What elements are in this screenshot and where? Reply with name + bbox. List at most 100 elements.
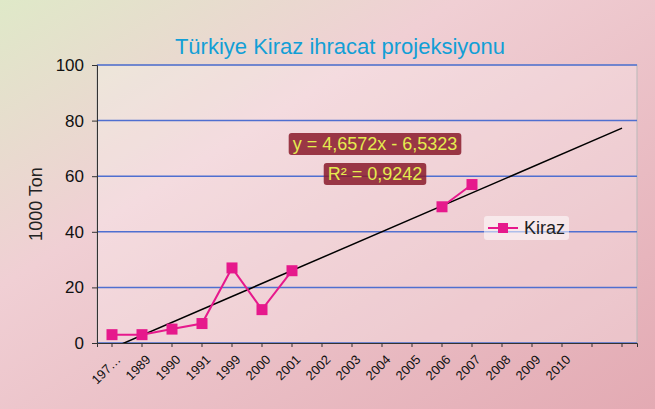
annotation: R² = 0,9242 <box>328 164 423 184</box>
x-tick-mark <box>472 343 473 347</box>
x-axis-line <box>98 344 638 348</box>
y-tick-label: 40 <box>65 223 84 242</box>
y-tick-mark <box>92 121 97 122</box>
x-tick: 2008 <box>483 343 514 383</box>
x-tick-label: 2004 <box>363 352 394 383</box>
y-tick-mark <box>92 232 97 233</box>
marker <box>197 318 208 329</box>
x-tick-mark <box>622 343 623 347</box>
legend-label: Kiraz <box>524 218 565 238</box>
x-tick: 2006 <box>423 343 454 383</box>
y-tick: 40 <box>65 223 97 242</box>
plot-area <box>107 128 623 343</box>
x-tick-mark <box>232 343 233 347</box>
x-tick-label: 197… <box>88 352 123 387</box>
annotation-patch <box>289 133 462 155</box>
x-tick: 2010 <box>543 343 574 383</box>
x-tick-mark <box>322 343 323 347</box>
y-tick-label: 0 <box>75 334 84 353</box>
legend-patch <box>484 216 569 240</box>
x-tick-label: 2010 <box>543 352 574 383</box>
x-tick-label: 2008 <box>483 352 514 383</box>
title: Türkiye Kiraz ihracat projeksiyonu <box>175 34 505 59</box>
x-tick-label: 2005 <box>393 352 424 383</box>
y-tick-mark <box>92 343 97 344</box>
y-axis-title: 1000 Ton <box>26 167 46 241</box>
marker <box>227 262 238 273</box>
x-tick-label: 2000 <box>243 352 274 383</box>
x-tick-mark <box>562 343 563 347</box>
x-tick: 1999 <box>213 343 244 383</box>
x-tick-mark <box>142 343 143 347</box>
y-tick-mark <box>92 287 97 288</box>
y-axis: 0 20 40 60 80 100 <box>56 56 98 353</box>
y-tick: 100 <box>56 56 97 75</box>
marker <box>107 329 118 340</box>
marker <box>137 329 148 340</box>
x-tick-label: 2009 <box>513 352 544 383</box>
x-tick: 197… <box>88 343 123 387</box>
series-line <box>112 185 472 335</box>
x-axis: 197…198919901991199920002001200220032004… <box>88 343 637 387</box>
y-tick: 20 <box>65 278 97 297</box>
grid-line <box>97 287 637 289</box>
x-tick-label: 1990 <box>153 352 184 383</box>
marker <box>257 304 268 315</box>
legend: Kiraz <box>484 216 569 240</box>
x-tick-label: 1989 <box>123 352 154 383</box>
trendline <box>112 128 622 343</box>
x-tick <box>592 343 593 347</box>
x-tick: 1991 <box>183 343 214 383</box>
x-tick: 2003 <box>333 343 364 383</box>
y-tick-label: 60 <box>65 167 84 186</box>
annotation: y = 4,6572x - 6,5323 <box>293 134 458 154</box>
x-tick <box>622 343 623 347</box>
x-tick: 2002 <box>303 343 334 383</box>
y-tick: 60 <box>65 167 97 186</box>
x-tick-mark <box>412 343 413 347</box>
x-tick-label: 1999 <box>213 352 244 383</box>
x-tick-label: 2007 <box>453 352 484 383</box>
y-tick-label: 100 <box>56 56 84 75</box>
x-tick-mark <box>202 343 203 347</box>
grid-line <box>97 64 637 66</box>
x-tick-mark <box>352 343 353 347</box>
y-tick-label: 20 <box>65 278 84 297</box>
x-tick: 2004 <box>363 343 394 383</box>
y-tick-mark <box>92 65 97 66</box>
x-tick: 2007 <box>453 343 484 383</box>
x-tick: 1990 <box>153 343 184 383</box>
marker <box>167 324 178 335</box>
x-tick: 2009 <box>513 343 544 383</box>
plot-frame <box>97 65 637 343</box>
x-tick-mark <box>112 343 113 347</box>
legend-marker <box>498 223 508 233</box>
x-tick-label: 2003 <box>333 352 364 383</box>
x-tick: 2000 <box>243 343 274 383</box>
grid-line <box>97 120 637 122</box>
x-tick-label: 2001 <box>273 352 304 383</box>
annotation-patch <box>324 163 427 185</box>
x-tick-mark <box>592 343 593 347</box>
y-tick: 80 <box>65 112 97 131</box>
x-tick-mark <box>382 343 383 347</box>
x-tick-mark <box>262 343 263 347</box>
chart-svg: 0 20 40 60 80 100 197…198919901991199920002001… <box>0 0 655 409</box>
background <box>0 0 655 409</box>
x-tick-mark <box>502 343 503 347</box>
annotations: y = 4,6572x - 6,5323 R² = 0,9242 <box>289 133 462 185</box>
marker <box>467 179 478 190</box>
marker <box>287 265 298 276</box>
x-tick-label: 2006 <box>423 352 454 383</box>
y-axis-line <box>92 66 98 344</box>
x-tick-mark <box>532 343 533 347</box>
x-tick-mark <box>442 343 443 347</box>
marker <box>437 201 448 212</box>
chart-root: 0 20 40 60 80 100 197…198919901991199920002001… <box>0 0 655 409</box>
x-tick-label: 1991 <box>183 352 214 383</box>
grid <box>97 65 637 343</box>
x-tick: 2005 <box>393 343 424 383</box>
x-tick-mark <box>172 343 173 347</box>
y-tick-mark <box>92 176 97 177</box>
x-tick-label: 2002 <box>303 352 334 383</box>
